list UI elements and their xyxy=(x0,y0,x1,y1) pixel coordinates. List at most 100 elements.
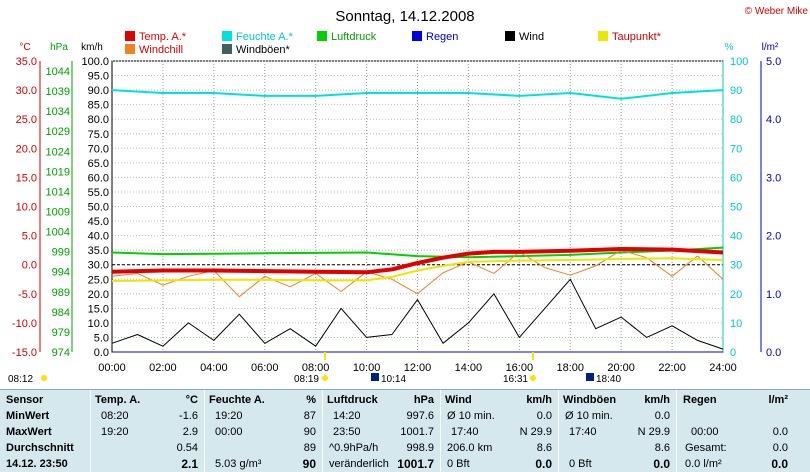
sensor-column: Sensor MinWert MaxWert Durchschnitt 14.1… xyxy=(0,390,90,472)
pressure-tendency: veränderlich xyxy=(329,458,389,470)
temp-max-time: 19:20 xyxy=(101,426,129,438)
legend-label: Temp. A.* xyxy=(139,31,187,43)
tick-label: 90.0 xyxy=(88,85,109,97)
humidity-header: Feuchte A. xyxy=(209,394,265,406)
tick-label: 20.0 xyxy=(16,143,37,155)
series-line xyxy=(111,278,724,350)
temp-min-value: -1.6 xyxy=(179,410,198,422)
series-line xyxy=(111,89,724,100)
tick-label: 35.0 xyxy=(16,56,37,68)
rain-header: Regen xyxy=(683,394,717,406)
wind-min-label: Ø 10 min. xyxy=(447,410,495,422)
tick-label: 60.0 xyxy=(88,172,109,184)
legend-label: Regen xyxy=(426,31,458,43)
gust-max-value: N 29.9 xyxy=(637,426,670,438)
rain-max-time: 00:00 xyxy=(691,426,719,438)
tick-label: 100.0 xyxy=(81,56,109,68)
tick-label: 1039 xyxy=(46,86,70,98)
x-tick-label: 20:00 xyxy=(607,362,635,374)
tick-label: 10.0 xyxy=(16,202,37,214)
tick-label: 0 xyxy=(730,347,736,359)
wind-avg-value: 8.6 xyxy=(536,442,552,454)
pressure-header: Luftdruck xyxy=(327,394,378,406)
tick-label: 989 xyxy=(52,287,70,299)
humidity-avg-value: 89 xyxy=(303,442,316,454)
x-tick-label: 00:00 xyxy=(98,362,126,374)
legend-swatch xyxy=(317,31,327,41)
humidity-abs-value: 5.03 g/m³ xyxy=(215,458,262,470)
tick-label: 1044 xyxy=(46,66,70,78)
tick-label: 70 xyxy=(730,143,742,155)
tick-label: 20 xyxy=(730,289,742,301)
tick-label: 80.0 xyxy=(88,114,109,126)
tick-label: 50.0 xyxy=(88,202,109,214)
tick-label: 999 xyxy=(52,247,70,259)
tick-label: 984 xyxy=(52,307,70,319)
rain-column: Regen l/m² 00:00 0.0 Gesamt: 0.0 0.0 l/m… xyxy=(677,390,794,472)
temp-unit-label: °C xyxy=(19,42,30,53)
tick-label: 30.0 xyxy=(88,260,109,272)
series-line xyxy=(111,257,724,282)
tick-label: 40 xyxy=(730,231,742,243)
axis-ticks: 35.0 30.0 25.0 20.0 15.0 10.0 5.0 0.0 -5.0 -10.0 -… xyxy=(12,56,781,374)
tick-label: 10.0 xyxy=(88,318,109,330)
humidity-max-value: 90 xyxy=(303,426,316,438)
tick-label: 1014 xyxy=(46,186,70,198)
legend-swatch xyxy=(505,31,515,41)
legend-label: Wind xyxy=(519,31,544,43)
humidity-column: Feuchte A. % 19:20 87 00:00 90 89 5.03 g… xyxy=(205,390,322,472)
pressure-column: Luftdruck hPa 14:20 997.6 23:50 1001.7 ^… xyxy=(323,390,440,472)
tick-label: 5.0 xyxy=(766,56,781,68)
pressure-current-value: 1001.7 xyxy=(397,457,434,471)
x-tick-label: 10:00 xyxy=(353,362,381,374)
x-tick-label: 06:00 xyxy=(251,362,279,374)
tick-label: 1004 xyxy=(46,227,70,239)
gust-max-time: 17:40 xyxy=(569,426,597,438)
legend-swatch xyxy=(222,31,232,41)
tick-label: 15.0 xyxy=(88,303,109,315)
marker-label: 16:31 xyxy=(503,374,528,385)
gust-unit: km/h xyxy=(644,394,670,406)
rain-day-value: 0.0 l/m² xyxy=(685,458,722,470)
row-label-avg: Durchschnitt xyxy=(6,442,74,454)
series-line xyxy=(111,247,724,275)
x-tick-label: 14:00 xyxy=(455,362,483,374)
hpa-unit-label: hPa xyxy=(50,42,68,53)
tick-label: 3.0 xyxy=(766,172,781,184)
rain-total-value: 0.0 xyxy=(772,442,788,454)
tick-label: 30.0 xyxy=(16,85,37,97)
legend: Temp. A.* Feuchte A.* Luftdruck Regen Wind Ta… xyxy=(125,31,662,56)
tick-label: 35.0 xyxy=(88,245,109,257)
row-label-max: MaxWert xyxy=(6,426,52,438)
gust-column: Windböen km/h Ø 10 min. 0.0 17:40 N 29.9… xyxy=(559,390,676,472)
series-line xyxy=(111,246,724,259)
legend-swatch xyxy=(222,44,232,54)
wind-header: Wind xyxy=(445,394,472,406)
tick-label: 1034 xyxy=(46,106,70,118)
tick-label: 2.0 xyxy=(766,231,781,243)
gust-min-label: Ø 10 min. xyxy=(565,410,613,422)
sun-icon xyxy=(41,375,47,381)
rain-unit: l/m² xyxy=(768,394,788,406)
tick-label: 30 xyxy=(730,260,742,272)
copyright-label: © Weber Mike xyxy=(745,6,809,17)
kmh-unit-label: km/h xyxy=(81,42,103,53)
humidity-min-value: 87 xyxy=(303,410,316,422)
pressure-avg-value: 998.9 xyxy=(406,442,434,454)
wind-min-value: 0.0 xyxy=(536,410,552,422)
rain-total-label: Gesamt: xyxy=(685,442,727,454)
marker-label: 08:19 xyxy=(294,374,319,385)
marker-label: 18:40 xyxy=(596,374,621,385)
x-tick-label: 22:00 xyxy=(658,362,686,374)
legend-swatch xyxy=(125,31,135,41)
pressure-max-value: 1001.7 xyxy=(400,426,434,438)
legend-swatch xyxy=(125,44,135,54)
tick-label: 25.0 xyxy=(16,114,37,126)
tick-label: 90 xyxy=(730,85,742,97)
legend-label: Windböen* xyxy=(236,44,291,56)
tick-label: 4.0 xyxy=(766,114,781,126)
wind-unit: km/h xyxy=(526,394,552,406)
axis-units: °C hPa km/h % l/m² xyxy=(19,42,779,53)
tick-label: 25.0 xyxy=(88,274,109,286)
sensor-header: Sensor xyxy=(6,394,44,406)
